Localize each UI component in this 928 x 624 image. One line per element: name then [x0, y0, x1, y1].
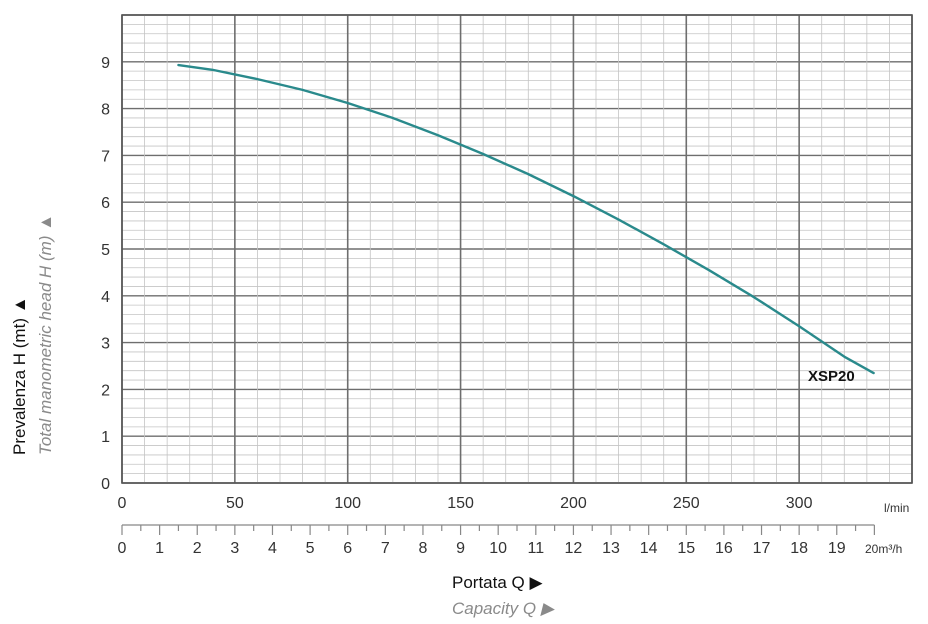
y-tick-label: 1	[101, 429, 110, 446]
x2-tick-label: 5	[306, 540, 315, 557]
y-tick-label: 2	[101, 382, 110, 399]
series-line-xsp20	[177, 63, 875, 375]
x-tick-labels: 0 50 100 150 200 250 300	[118, 495, 813, 512]
x2-tick-label: 9	[456, 540, 465, 557]
y-tick-label: 0	[101, 476, 110, 493]
x-unit-label: l/min	[884, 501, 909, 515]
series-layer	[177, 63, 875, 375]
y-tick-labels: 0 1 2 3 4 5 6 7 8 9	[101, 55, 110, 493]
x2-tick-label: 18	[790, 540, 808, 557]
x2-tick-label: 17	[753, 540, 771, 557]
y-tick-label: 3	[101, 336, 110, 353]
chart-grid	[121, 14, 913, 484]
plot-frame	[121, 14, 913, 484]
x-tick-label: 100	[334, 495, 361, 512]
y-tick-label: 4	[101, 289, 110, 306]
x2-tick-label: 8	[418, 540, 427, 557]
x2-tick-label: 7	[381, 540, 390, 557]
x-tick-label: 0	[118, 495, 127, 512]
x-tick-label: 200	[560, 495, 587, 512]
x2-tick-label: 19	[828, 540, 846, 557]
y-axis-label-secondary: Total manometric head H (m) ▲	[36, 213, 55, 455]
y-tick-label: 7	[101, 148, 110, 165]
y-tick-label: 8	[101, 102, 110, 119]
x2-tick-label: 4	[268, 540, 277, 557]
x-tick-label: 150	[447, 495, 474, 512]
x-tick-label: 50	[226, 495, 244, 512]
x-axis-label-secondary: Capacity Q ▶	[452, 599, 554, 618]
x2-tick-label: 16	[715, 540, 733, 557]
x2-tick-label: 15	[677, 540, 695, 557]
x2-unit-label: 20m³/h	[865, 542, 902, 556]
x2-tick-label: 3	[230, 540, 239, 557]
x2-tick-label: 2	[193, 540, 202, 557]
y-tick-label: 6	[101, 195, 110, 212]
x2-tick-label: 6	[343, 540, 352, 557]
secondary-x-axis: 0 1 2 3 4 5 6 7 8 9 10 11 12 13 14 15 16 17 18 19	[118, 524, 875, 557]
y-axis-label: Prevalenza H (mt) ▲	[10, 296, 29, 455]
x2-tick-label: 11	[528, 540, 545, 557]
x-tick-label: 250	[673, 495, 700, 512]
x2-tick-label: 10	[489, 540, 507, 557]
x2-tick-label: 14	[640, 540, 658, 557]
y-tick-label: 9	[101, 55, 110, 72]
series-label-xsp20: XSP20	[808, 368, 855, 385]
x2-tick-label: 1	[155, 540, 164, 557]
y-tick-label: 5	[101, 242, 110, 259]
x2-tick-label: 0	[118, 540, 127, 557]
x2-tick-label: 13	[602, 540, 620, 557]
x-tick-label: 300	[786, 495, 813, 512]
x2-tick-label: 12	[565, 540, 583, 557]
x-axis-label: Portata Q ▶	[452, 573, 543, 592]
